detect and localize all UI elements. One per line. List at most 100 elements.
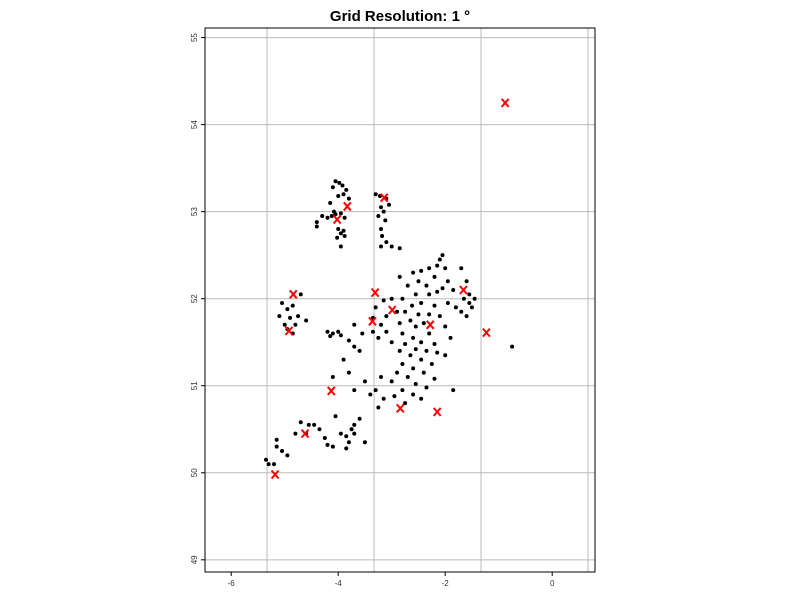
point bbox=[344, 187, 349, 192]
point bbox=[384, 240, 389, 245]
point bbox=[405, 283, 410, 288]
point bbox=[389, 340, 394, 345]
point bbox=[464, 314, 469, 319]
point bbox=[397, 348, 402, 353]
point bbox=[336, 329, 341, 334]
point bbox=[387, 202, 392, 207]
point bbox=[325, 215, 330, 220]
x-tick-label: -6 bbox=[228, 579, 236, 588]
point bbox=[424, 385, 429, 390]
point bbox=[445, 301, 450, 306]
point bbox=[338, 231, 343, 236]
point bbox=[408, 353, 413, 358]
x-marker bbox=[482, 327, 491, 338]
point bbox=[427, 331, 432, 336]
point bbox=[352, 431, 357, 436]
point bbox=[277, 314, 282, 319]
point bbox=[360, 331, 365, 336]
point bbox=[440, 286, 445, 291]
point bbox=[285, 307, 290, 312]
point bbox=[338, 333, 343, 338]
y-tick-label: 51 bbox=[190, 381, 199, 390]
point bbox=[397, 321, 402, 326]
point bbox=[419, 396, 424, 401]
point bbox=[312, 422, 317, 427]
point bbox=[381, 298, 386, 303]
point bbox=[416, 279, 421, 284]
point bbox=[376, 405, 381, 410]
point bbox=[395, 309, 400, 314]
point bbox=[298, 292, 303, 297]
point bbox=[411, 366, 416, 371]
point bbox=[427, 292, 432, 297]
point bbox=[373, 192, 378, 197]
point bbox=[397, 246, 402, 251]
point bbox=[389, 379, 394, 384]
point bbox=[314, 224, 319, 229]
point bbox=[340, 183, 345, 188]
point bbox=[440, 253, 445, 258]
point bbox=[453, 305, 458, 310]
point bbox=[397, 274, 402, 279]
x-marker bbox=[284, 326, 294, 336]
x-tick-label: -2 bbox=[442, 579, 450, 588]
point bbox=[306, 422, 311, 427]
point bbox=[416, 312, 421, 317]
chart-title: Grid Resolution: 1 ° bbox=[330, 8, 470, 25]
y-tick-label: 49 bbox=[190, 555, 199, 564]
point bbox=[448, 335, 453, 340]
point bbox=[413, 381, 418, 386]
point bbox=[395, 370, 400, 375]
x-tick-label: -4 bbox=[335, 579, 343, 588]
point bbox=[368, 392, 373, 397]
point bbox=[445, 279, 450, 284]
point bbox=[432, 376, 437, 381]
point bbox=[329, 214, 334, 219]
plot-border bbox=[204, 27, 596, 573]
point bbox=[443, 324, 448, 329]
point bbox=[304, 318, 309, 323]
point bbox=[341, 357, 346, 362]
point bbox=[342, 215, 347, 220]
point bbox=[467, 292, 472, 297]
y-tick-label: 50 bbox=[190, 468, 199, 477]
point bbox=[376, 214, 381, 219]
point bbox=[344, 446, 349, 451]
point bbox=[424, 348, 429, 353]
point bbox=[400, 388, 405, 393]
x-marker bbox=[459, 285, 468, 295]
point bbox=[408, 318, 413, 323]
point bbox=[352, 422, 357, 427]
point bbox=[293, 322, 298, 327]
point bbox=[370, 329, 375, 334]
x-marker bbox=[289, 289, 298, 300]
point bbox=[280, 301, 285, 306]
point bbox=[337, 180, 342, 185]
point bbox=[381, 209, 386, 214]
point bbox=[296, 314, 301, 319]
point bbox=[451, 287, 456, 292]
y-tick-label: 52 bbox=[190, 294, 199, 303]
point bbox=[263, 457, 268, 462]
point bbox=[459, 266, 464, 271]
point bbox=[272, 462, 277, 467]
x-marker bbox=[343, 201, 352, 212]
point bbox=[330, 444, 335, 449]
point bbox=[376, 335, 381, 340]
point bbox=[325, 442, 330, 447]
point bbox=[290, 303, 295, 308]
point bbox=[435, 289, 440, 294]
point bbox=[330, 331, 335, 336]
point bbox=[461, 296, 466, 301]
point bbox=[274, 437, 279, 442]
y-tick-label: 53 bbox=[190, 207, 199, 216]
point bbox=[349, 427, 354, 432]
point bbox=[328, 200, 333, 205]
point bbox=[338, 431, 343, 436]
point bbox=[330, 375, 335, 380]
point bbox=[421, 370, 426, 375]
point bbox=[373, 388, 378, 393]
point bbox=[411, 335, 416, 340]
point bbox=[472, 296, 477, 301]
x-marker bbox=[368, 316, 377, 326]
